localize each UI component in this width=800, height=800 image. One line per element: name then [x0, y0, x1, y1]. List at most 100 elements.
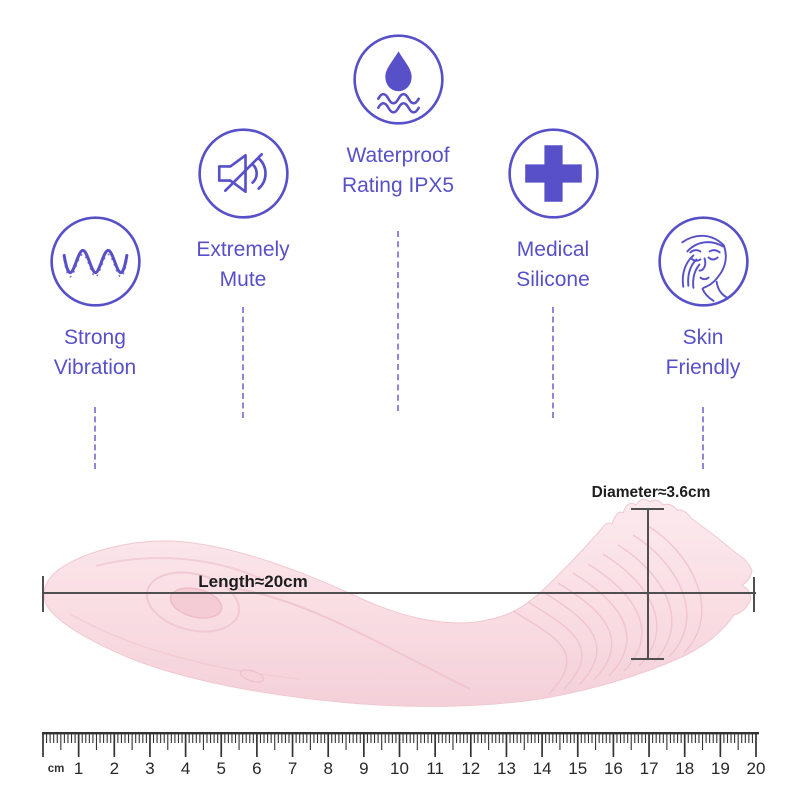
ruler-tick — [566, 732, 568, 743]
ruler-tick — [548, 732, 550, 743]
ruler-tick — [648, 732, 650, 757]
ruler-tick — [352, 732, 354, 743]
feature-label-line2: Rating IPX5 — [341, 174, 455, 197]
ruler-tick — [469, 732, 472, 757]
ruler-number: 5 — [217, 759, 226, 778]
connector-dash-waterproof — [397, 231, 399, 411]
ruler-tick — [463, 732, 465, 743]
ruler-tick — [313, 732, 315, 743]
ruler-tick — [46, 732, 48, 743]
ruler-tick — [619, 732, 622, 743]
ruler-number: 8 — [323, 759, 332, 778]
feature-extremely-mute: Extremely Mute — [153, 127, 333, 295]
ruler-tick — [356, 732, 358, 743]
ruler-tick — [409, 732, 411, 743]
ruler-tick — [612, 732, 615, 757]
ruler-tick — [188, 732, 190, 743]
length-measure-line — [43, 592, 756, 594]
ruler-tick — [591, 732, 593, 743]
ruler-tick — [484, 732, 486, 743]
ruler-tick — [452, 732, 454, 750]
diameter-measure-tick-bottom — [631, 658, 664, 660]
ruler-tick — [445, 732, 447, 743]
ruler-tick — [748, 732, 750, 743]
ruler-tick — [334, 732, 336, 743]
ruler-tick — [249, 732, 251, 743]
muted-speaker-icon — [197, 128, 289, 219]
ruler-tick — [67, 732, 69, 743]
ruler-tick — [420, 732, 422, 743]
connector-dash-mute — [242, 307, 244, 418]
ruler-tick — [438, 732, 440, 743]
ruler-tick — [466, 732, 468, 743]
product-button — [239, 669, 265, 683]
ruler-tick — [423, 732, 426, 743]
ruler-tick — [562, 732, 565, 743]
ruler-tick — [213, 732, 215, 743]
ruler-tick — [537, 732, 540, 743]
ruler-tick — [602, 732, 604, 743]
ruler-tick — [163, 732, 165, 743]
ruler-tick — [224, 732, 226, 743]
ruler-tick — [584, 732, 586, 743]
ruler-tick — [324, 732, 326, 743]
ruler-tick — [184, 732, 187, 757]
ruler-tick — [81, 732, 83, 743]
ruler-tick — [88, 732, 90, 743]
diameter-measure-tick-top — [631, 508, 664, 510]
ruler-tick — [395, 732, 397, 743]
ruler-tick — [220, 732, 223, 757]
ruler-tick — [373, 732, 376, 743]
ruler-tick — [338, 732, 340, 743]
ruler-tick — [99, 732, 101, 743]
ruler-tick — [570, 732, 572, 743]
ruler-tick — [181, 732, 183, 743]
ruler-tick — [227, 732, 229, 743]
ruler-tick — [441, 732, 443, 743]
vibration-wave-icon — [49, 216, 141, 307]
ruler-tick — [683, 732, 686, 757]
ruler-tick — [295, 732, 297, 743]
ruler-number: 13 — [497, 759, 516, 778]
ruler-tick — [641, 732, 643, 743]
ruler-tick — [741, 732, 743, 743]
ruler-tick — [234, 732, 237, 743]
ruler-tick — [509, 732, 511, 743]
ruler-tick — [705, 732, 707, 743]
ruler-number: 7 — [288, 759, 297, 778]
ruler-tick — [530, 732, 532, 743]
ruler-number: 11 — [426, 759, 444, 778]
ruler-tick — [206, 732, 208, 743]
ruler-tick — [448, 732, 450, 743]
ruler-number: 12 — [461, 759, 480, 778]
ruler-tick — [701, 732, 704, 750]
ruler-tick — [309, 732, 311, 750]
feature-label: Medical Silicone — [516, 235, 590, 295]
ruler-tick — [77, 732, 80, 757]
ruler-tick — [431, 732, 433, 743]
ruler-tick — [473, 732, 475, 743]
ruler-number: 18 — [675, 759, 694, 778]
ruler-tick — [694, 732, 696, 743]
ruler-tick — [402, 732, 404, 743]
ruler-scale: cm 1 2 3 4 5 6 7 8 9 10 11 12 13 14 15 16 17 18 19 20 — [42, 732, 765, 778]
ruler-tick — [527, 732, 529, 743]
feature-skin-friendly: Skin Friendly — [613, 215, 793, 383]
ruler-tick — [263, 732, 265, 743]
ruler-tick — [677, 732, 679, 743]
ruler-tick — [505, 732, 508, 757]
ruler-tick — [716, 732, 718, 743]
length-measure-tick-left — [42, 576, 44, 612]
feature-label-line2: Vibration — [53, 356, 137, 379]
ruler-tick — [598, 732, 600, 743]
ruler-tick — [644, 732, 647, 743]
ruler-tick — [149, 732, 151, 757]
ruler-number: 17 — [640, 759, 659, 778]
ruler-tick — [281, 732, 283, 743]
ruler-tick — [498, 732, 500, 743]
ruler-tick — [63, 732, 65, 743]
ruler-tick — [534, 732, 536, 743]
ruler-tick — [131, 732, 133, 750]
ruler-tick — [391, 732, 393, 743]
ruler-tick — [345, 732, 347, 750]
